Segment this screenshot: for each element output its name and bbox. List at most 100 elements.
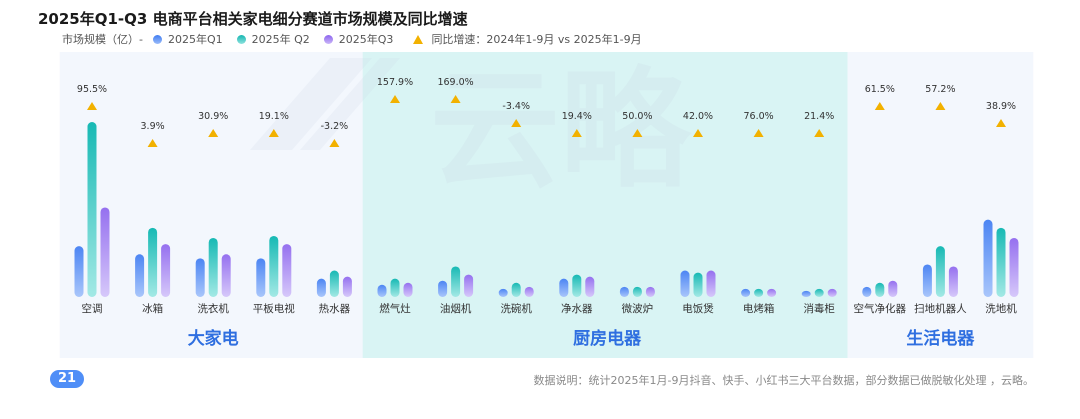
growth-label-11: 76.0%	[744, 111, 774, 122]
growth-marker-6	[450, 95, 461, 103]
bar-q2-14	[935, 246, 945, 297]
category-label-12: 消毒柜	[803, 302, 835, 315]
bar-q1-3	[256, 258, 266, 297]
category-label-3: 平板电视	[253, 302, 295, 315]
category-label-8: 净水器	[561, 302, 593, 315]
category-label-5: 燃气灶	[379, 302, 411, 315]
bar-q3-14	[948, 266, 958, 297]
legend-swatch-q3	[323, 34, 333, 44]
category-label-13: 空气净化器	[854, 302, 907, 315]
growth-label-7: -3.4%	[502, 101, 530, 112]
bar-q2-6	[451, 266, 461, 297]
growth-marker-11	[753, 129, 764, 137]
growth-label-8: 19.4%	[562, 111, 592, 122]
bar-q3-11	[767, 288, 777, 297]
data-source-note: 数据说明：统计2025年1月-9月抖音、快手、小红书三大平台数据，部分数据已做脱…	[533, 374, 1034, 387]
category-label-11: 电烤箱	[743, 302, 775, 315]
bar-q3-4	[342, 276, 352, 297]
bar-q1-4	[316, 278, 326, 297]
growth-marker-14	[935, 102, 946, 110]
growth-marker-12	[814, 129, 825, 137]
legend-item-q1: 2025年Q1	[152, 31, 223, 47]
category-label-6: 油烟机	[440, 302, 472, 315]
growth-marker-1	[147, 139, 158, 147]
legend-item-q2: 2025年 Q2	[236, 31, 310, 47]
legend-item-growth: 同比增速：2024年1-9月 vs 2025年1-9月	[407, 31, 642, 47]
bar-q2-7	[511, 282, 521, 297]
growth-marker-13	[874, 102, 885, 110]
bar-q3-7	[524, 286, 534, 297]
bar-q3-2	[221, 254, 231, 297]
group-label-2: 生活电器	[906, 328, 975, 349]
bar-q1-1	[135, 254, 145, 297]
page-number-badge: 21	[50, 370, 84, 388]
bar-q2-13	[875, 282, 885, 297]
growth-marker-8	[571, 129, 582, 137]
bar-q1-14	[922, 264, 932, 297]
growth-marker-3	[268, 129, 279, 137]
growth-label-0: 95.5%	[77, 84, 107, 95]
bar-q2-11	[754, 288, 764, 297]
bar-q2-3	[269, 235, 279, 297]
legend-swatch-q2	[236, 34, 246, 44]
growth-label-13: 61.5%	[865, 84, 895, 95]
legend-item-q3: 2025年Q3	[323, 31, 393, 47]
bar-q2-15	[996, 227, 1006, 297]
chart-title: 2025年Q1-Q3 电商平台相关家电细分赛道市场规模及同比增速	[38, 10, 468, 28]
growth-marker-10	[693, 129, 703, 137]
bar-q1-10	[680, 270, 690, 297]
bar-q2-5	[390, 278, 400, 297]
bar-q1-12	[801, 290, 811, 297]
legend-swatch-q1	[152, 34, 162, 44]
bar-q2-0	[87, 122, 97, 297]
bar-q1-9	[619, 286, 629, 297]
bar-q2-1	[148, 227, 158, 297]
category-label-10: 电饭煲	[682, 302, 714, 315]
category-label-4: 热水器	[319, 302, 351, 315]
bar-q2-12	[814, 288, 824, 297]
bar-q1-0	[74, 246, 84, 297]
triangle-icon	[413, 34, 424, 44]
growth-marker-5	[390, 95, 400, 103]
bar-q3-15	[1009, 237, 1019, 297]
growth-marker-2	[208, 129, 219, 137]
category-label-0: 空调	[82, 302, 103, 315]
bar-q1-7	[498, 288, 508, 297]
growth-label-9: 50.0%	[622, 111, 652, 122]
bar-q2-10	[693, 272, 703, 297]
growth-label-10: 42.0%	[683, 111, 713, 122]
growth-marker-9	[632, 129, 643, 137]
growth-label-3: 19.1%	[259, 111, 289, 122]
bar-q3-3	[282, 244, 292, 297]
legend-axis-label: 市场规模（亿）-	[62, 33, 143, 46]
category-label-2: 洗衣机	[197, 302, 229, 315]
growth-label-5: 157.9%	[377, 77, 413, 88]
growth-label-14: 57.2%	[925, 84, 955, 95]
growth-label-1: 3.9%	[141, 121, 165, 132]
growth-marker-4	[329, 139, 340, 147]
bar-q2-2	[208, 237, 218, 297]
bar-q3-5	[403, 282, 413, 297]
bar-q3-0	[100, 207, 110, 297]
category-label-14: 扫地机器人	[914, 302, 967, 315]
bar-q1-5	[377, 284, 387, 297]
bar-q1-13	[862, 286, 872, 297]
bar-q3-1	[161, 244, 171, 297]
bar-q3-12	[827, 288, 837, 297]
watermark-logo	[250, 58, 400, 150]
group-label-0: 大家电	[188, 328, 239, 349]
bar-q3-6	[464, 274, 474, 297]
bar-q3-9	[645, 286, 655, 297]
chart-legend: 市场规模（亿）- 2025年Q1 2025年 Q2 2025年Q3 同比增速：2…	[62, 31, 656, 47]
bar-q1-11	[741, 288, 751, 297]
category-label-7: 洗碗机	[500, 302, 532, 315]
growth-label-2: 30.9%	[198, 111, 228, 122]
bar-q2-9	[632, 286, 642, 297]
growth-marker-15	[996, 119, 1006, 127]
bar-q2-4	[329, 270, 339, 297]
growth-marker-7	[511, 119, 522, 127]
group-panel-0	[59, 52, 367, 358]
watermark-text: 云略	[430, 54, 692, 206]
bar-q3-8	[585, 276, 595, 297]
